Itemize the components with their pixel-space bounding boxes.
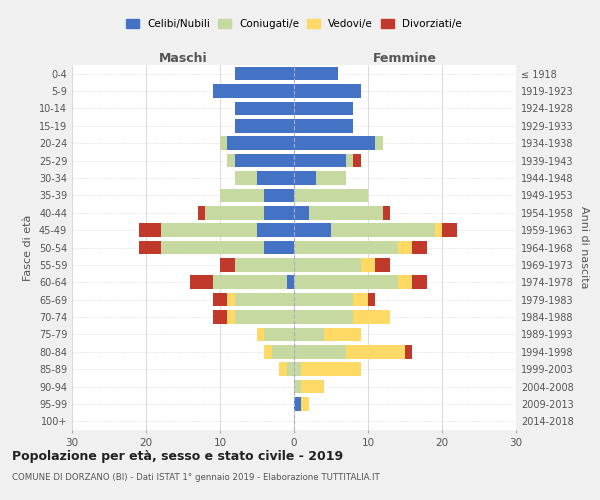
Text: Femmine: Femmine — [373, 52, 437, 65]
Bar — [139, 240, 161, 254]
Bar — [235, 258, 294, 272]
Bar — [294, 206, 309, 220]
Text: Maschi: Maschi — [158, 52, 208, 65]
Bar — [212, 276, 287, 289]
Bar — [434, 224, 442, 237]
Bar — [368, 293, 376, 306]
Bar — [376, 258, 390, 272]
Y-axis label: Fasce di età: Fasce di età — [23, 214, 33, 280]
Bar — [294, 67, 338, 80]
Bar — [294, 258, 361, 272]
Bar — [272, 345, 294, 358]
Bar — [265, 345, 272, 358]
Bar — [316, 171, 346, 185]
Bar — [257, 224, 294, 237]
Y-axis label: Anni di nascita: Anni di nascita — [579, 206, 589, 289]
Bar — [287, 276, 294, 289]
Bar — [294, 136, 376, 150]
Bar — [294, 240, 398, 254]
Bar — [212, 293, 227, 306]
Bar — [205, 206, 265, 220]
Bar — [227, 154, 235, 168]
Bar — [212, 310, 227, 324]
Bar — [294, 224, 331, 237]
Bar — [294, 276, 398, 289]
Bar — [398, 240, 412, 254]
Bar — [398, 276, 412, 289]
Bar — [294, 293, 353, 306]
Bar — [294, 188, 368, 202]
Bar — [294, 102, 353, 115]
Bar — [412, 240, 427, 254]
Bar — [353, 293, 368, 306]
Bar — [294, 171, 316, 185]
Bar — [265, 206, 294, 220]
Bar — [405, 345, 412, 358]
Bar — [383, 206, 390, 220]
Bar — [190, 276, 212, 289]
Bar — [346, 345, 405, 358]
Bar — [301, 397, 309, 410]
Bar — [294, 119, 353, 132]
Bar — [279, 362, 287, 376]
Bar — [294, 328, 323, 341]
Bar — [161, 240, 265, 254]
Bar — [220, 136, 227, 150]
Bar — [139, 224, 161, 237]
Bar — [227, 293, 235, 306]
Bar — [257, 171, 294, 185]
Bar — [294, 84, 361, 98]
Bar — [265, 240, 294, 254]
Bar — [287, 362, 294, 376]
Bar — [323, 328, 361, 341]
Bar — [294, 345, 346, 358]
Bar — [235, 293, 294, 306]
Bar — [361, 258, 376, 272]
Bar — [376, 136, 383, 150]
Bar — [235, 310, 294, 324]
Bar — [235, 102, 294, 115]
Text: COMUNE DI DORZANO (BI) - Dati ISTAT 1° gennaio 2019 - Elaborazione TUTTITALIA.IT: COMUNE DI DORZANO (BI) - Dati ISTAT 1° g… — [12, 472, 380, 482]
Bar — [353, 154, 361, 168]
Bar — [220, 258, 235, 272]
Bar — [227, 310, 235, 324]
Bar — [198, 206, 205, 220]
Bar — [265, 328, 294, 341]
Bar — [227, 136, 294, 150]
Bar — [294, 362, 301, 376]
Bar — [161, 224, 257, 237]
Bar — [331, 224, 434, 237]
Bar — [294, 380, 301, 394]
Bar — [353, 310, 390, 324]
Bar — [442, 224, 457, 237]
Bar — [235, 119, 294, 132]
Bar — [265, 188, 294, 202]
Bar — [294, 154, 346, 168]
Bar — [294, 397, 301, 410]
Bar — [301, 380, 323, 394]
Bar — [235, 67, 294, 80]
Bar — [412, 276, 427, 289]
Bar — [301, 362, 361, 376]
Bar — [294, 310, 353, 324]
Text: Popolazione per età, sesso e stato civile - 2019: Popolazione per età, sesso e stato civil… — [12, 450, 343, 463]
Bar — [257, 328, 265, 341]
Legend: Celibi/Nubili, Coniugati/e, Vedovi/e, Divorziati/e: Celibi/Nubili, Coniugati/e, Vedovi/e, Di… — [126, 19, 462, 30]
Bar — [309, 206, 383, 220]
Bar — [220, 188, 265, 202]
Bar — [235, 171, 257, 185]
Bar — [212, 84, 294, 98]
Bar — [346, 154, 353, 168]
Bar — [235, 154, 294, 168]
